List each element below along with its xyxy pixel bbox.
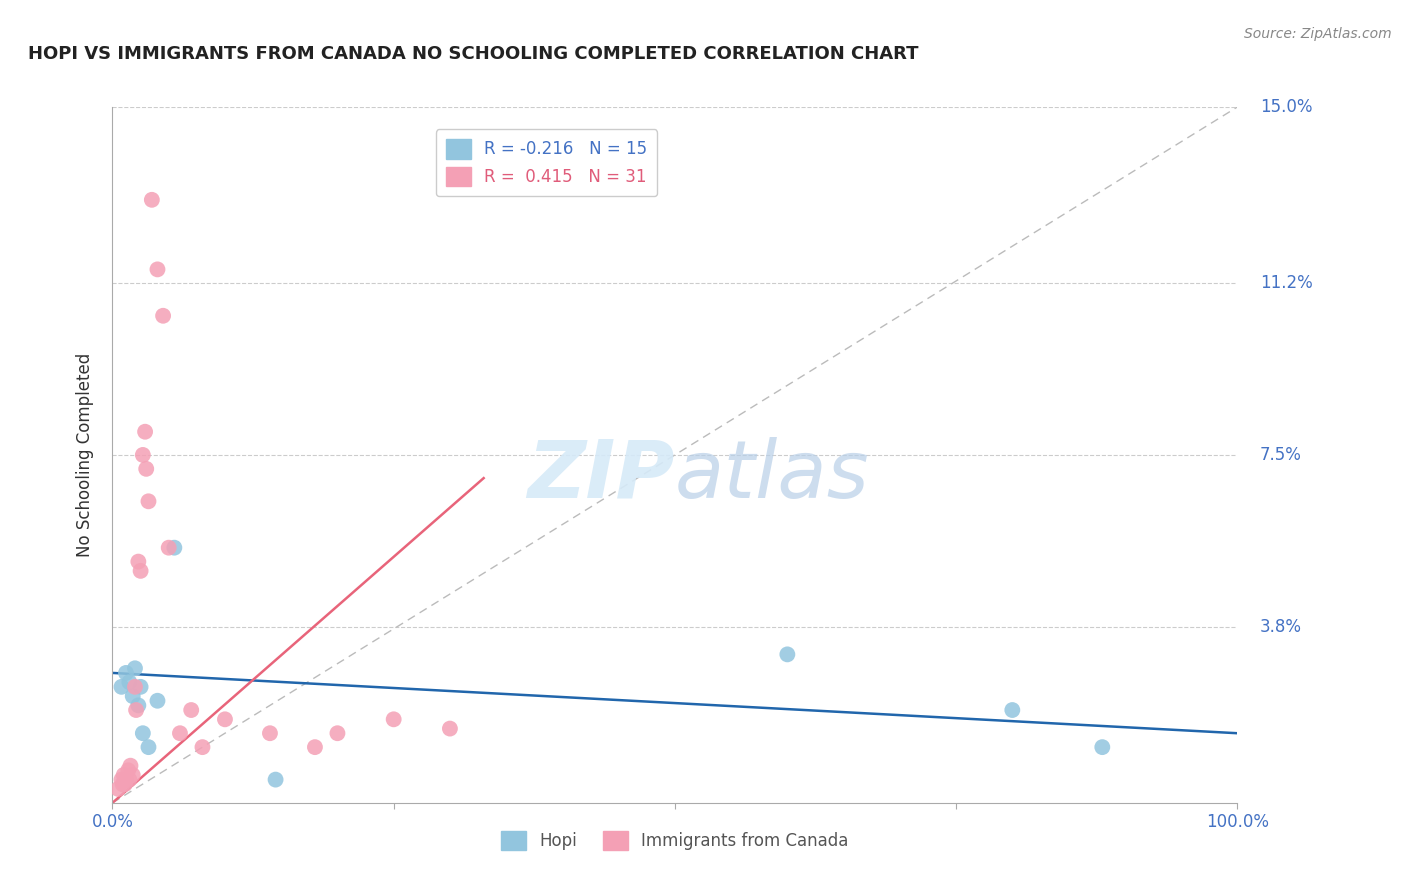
Point: [146, 262, 169, 277]
Point: [124, 661, 146, 675]
Point: [134, 425, 156, 439]
Point: [118, 772, 141, 787]
Text: atlas: atlas: [675, 437, 870, 515]
Point: [191, 740, 214, 755]
Y-axis label: No Schooling Completed: No Schooling Completed: [76, 353, 94, 557]
Point: [127, 698, 149, 713]
Point: [120, 758, 142, 772]
Point: [304, 740, 326, 755]
Point: [107, 781, 129, 796]
Text: ZIP: ZIP: [527, 437, 675, 515]
Point: [121, 689, 143, 703]
Point: [111, 777, 134, 791]
Point: [121, 768, 143, 782]
Text: Source: ZipAtlas.com: Source: ZipAtlas.com: [1244, 27, 1392, 41]
Point: [135, 462, 157, 476]
Point: [110, 772, 132, 787]
Point: [146, 694, 169, 708]
Point: [114, 777, 136, 791]
Point: [118, 675, 141, 690]
Legend: Hopi, Immigrants from Canada: Hopi, Immigrants from Canada: [495, 824, 855, 857]
Point: [127, 555, 149, 569]
Point: [129, 680, 152, 694]
Point: [259, 726, 281, 740]
Point: [115, 665, 138, 680]
Point: [117, 764, 139, 778]
Point: [124, 680, 146, 694]
Text: 11.2%: 11.2%: [1260, 275, 1313, 293]
Point: [382, 712, 405, 726]
Point: [115, 772, 138, 787]
Text: HOPI VS IMMIGRANTS FROM CANADA NO SCHOOLING COMPLETED CORRELATION CHART: HOPI VS IMMIGRANTS FROM CANADA NO SCHOOL…: [28, 45, 918, 62]
Point: [264, 772, 287, 787]
Point: [776, 648, 799, 662]
Point: [1001, 703, 1024, 717]
Point: [439, 722, 461, 736]
Point: [163, 541, 186, 555]
Text: 3.8%: 3.8%: [1260, 617, 1302, 635]
Point: [112, 768, 135, 782]
Point: [157, 541, 180, 555]
Point: [132, 448, 155, 462]
Point: [152, 309, 174, 323]
Point: [129, 564, 152, 578]
Point: [180, 703, 202, 717]
Point: [138, 494, 160, 508]
Point: [214, 712, 236, 726]
Point: [141, 193, 163, 207]
Point: [326, 726, 349, 740]
Point: [169, 726, 191, 740]
Point: [125, 703, 148, 717]
Point: [110, 680, 132, 694]
Point: [1091, 740, 1114, 755]
Text: 7.5%: 7.5%: [1260, 446, 1302, 464]
Point: [132, 726, 155, 740]
Point: [138, 740, 160, 755]
Text: 15.0%: 15.0%: [1260, 98, 1312, 116]
